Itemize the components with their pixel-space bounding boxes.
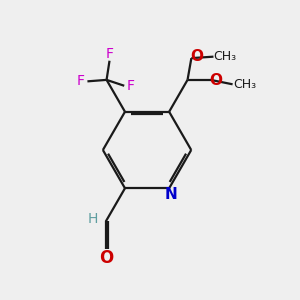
Text: N: N bbox=[165, 187, 178, 202]
Text: F: F bbox=[77, 74, 85, 88]
Text: F: F bbox=[106, 47, 114, 61]
Text: CH₃: CH₃ bbox=[233, 78, 256, 91]
Text: O: O bbox=[209, 73, 222, 88]
Text: O: O bbox=[190, 50, 203, 64]
Text: H: H bbox=[88, 212, 98, 226]
Text: O: O bbox=[99, 249, 113, 267]
Text: F: F bbox=[127, 79, 135, 93]
Text: CH₃: CH₃ bbox=[214, 50, 237, 63]
